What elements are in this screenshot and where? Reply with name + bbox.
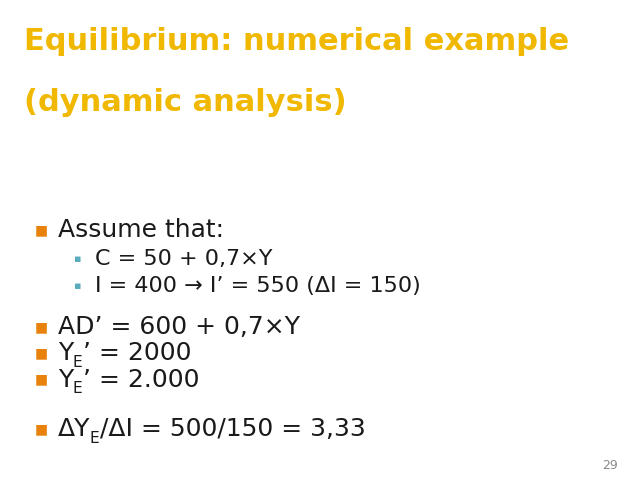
Text: Y: Y [58,341,73,365]
Text: AD’ = 600 + 0,7×Y: AD’ = 600 + 0,7×Y [58,315,300,339]
Text: ■: ■ [35,422,49,436]
Text: Equilibrium: numerical example: Equilibrium: numerical example [24,27,570,56]
Text: ■: ■ [35,223,49,237]
Text: Assume that:: Assume that: [58,218,223,242]
Text: E: E [73,382,83,396]
Text: 29: 29 [602,459,618,472]
Text: ’ = 2000: ’ = 2000 [83,341,191,365]
Text: ■: ■ [35,372,49,387]
Text: ■: ■ [35,347,49,360]
Text: Y: Y [58,368,73,392]
Text: E: E [90,431,100,446]
Text: (dynamic analysis): (dynamic analysis) [24,88,347,117]
Text: ΔY: ΔY [58,417,90,441]
Text: E: E [73,355,83,370]
Text: ▪: ▪ [74,281,81,291]
Text: ■: ■ [35,320,49,334]
Text: ▪: ▪ [74,254,81,264]
Text: /ΔI = 500/150 = 3,33: /ΔI = 500/150 = 3,33 [100,417,365,441]
Text: C = 50 + 0,7×Y: C = 50 + 0,7×Y [95,249,272,269]
Text: I = 400 → I’ = 550 (ΔI = 150): I = 400 → I’ = 550 (ΔI = 150) [95,276,420,296]
Text: ’ = 2.000: ’ = 2.000 [83,368,199,392]
